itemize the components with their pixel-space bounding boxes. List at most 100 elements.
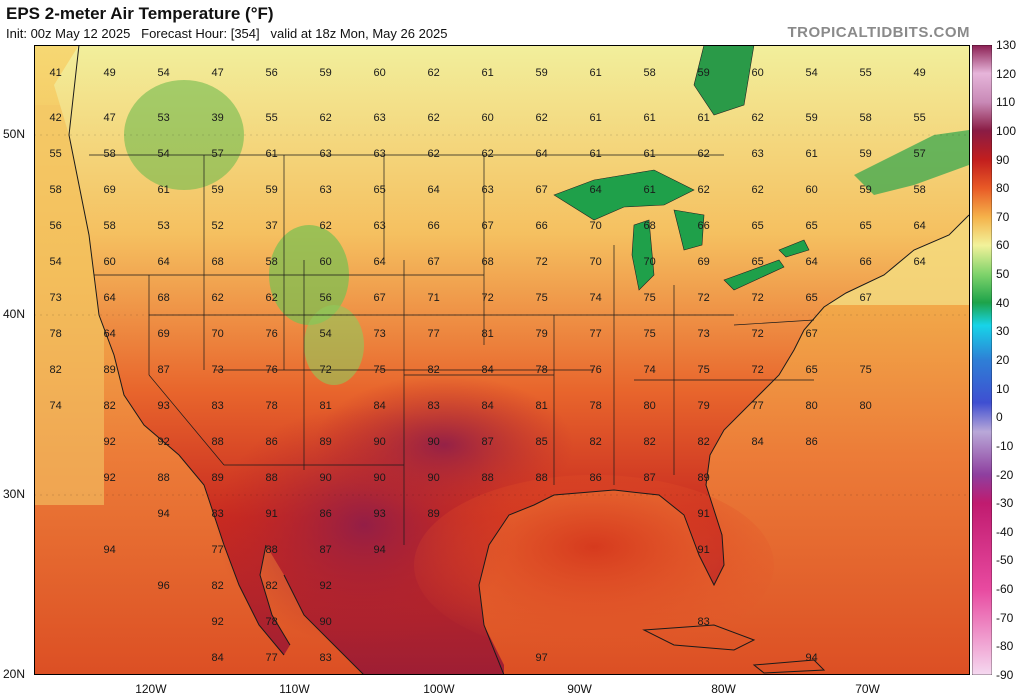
temp-value: 72: [481, 292, 493, 304]
temp-value: 63: [319, 184, 331, 196]
temp-value: 63: [481, 184, 493, 196]
temp-value: 83: [211, 508, 223, 520]
temp-value: 90: [319, 616, 331, 628]
temp-value: 83: [697, 616, 709, 628]
temp-value: 75: [535, 292, 547, 304]
lat-tick-label: 40N: [3, 307, 26, 321]
temp-value: 61: [589, 112, 601, 124]
temp-value: 88: [481, 472, 493, 484]
temp-value: 78: [589, 400, 601, 412]
temp-value: 97: [535, 652, 547, 664]
temp-value: 61: [643, 148, 655, 160]
colorbar-tick-label: 130: [996, 38, 1017, 52]
temp-value: 59: [859, 148, 871, 160]
temp-value: 59: [805, 112, 817, 124]
temp-value: 62: [319, 220, 331, 232]
st-lawrence-water: [854, 130, 969, 195]
temp-value: 58: [265, 256, 277, 268]
temp-value: 67: [805, 328, 817, 340]
temp-value: 93: [157, 400, 169, 412]
temperature-labels: 41 49 54 47 56 59 60 62 61 59 61 58 59 60 54 55 49 42 47 53…: [49, 67, 925, 664]
temp-value: 64: [535, 148, 547, 160]
temp-value: 52: [211, 220, 223, 232]
temp-value: 74: [589, 292, 601, 304]
temp-value: 61: [697, 112, 709, 124]
temp-value: 55: [49, 148, 61, 160]
temp-value: 65: [751, 220, 763, 232]
temp-value: 49: [103, 67, 115, 79]
colorbar-tick-label: 40: [996, 295, 1010, 310]
temp-value: 58: [103, 220, 115, 232]
colorbar-tick-label: -80: [996, 639, 1014, 654]
temp-value: 54: [319, 328, 331, 340]
temp-value: 63: [373, 112, 385, 124]
temp-value: 61: [481, 67, 493, 79]
map-frame: [34, 45, 970, 675]
temp-value: 65: [805, 220, 817, 232]
temp-value: 67: [427, 256, 439, 268]
temp-value: 78: [265, 616, 277, 628]
temp-value: 69: [157, 328, 169, 340]
temp-value: 39: [211, 112, 223, 124]
colorbar-tick-label: 30: [996, 324, 1010, 339]
temp-value: 73: [373, 328, 385, 340]
temp-value: 89: [319, 436, 331, 448]
temp-value: 80: [643, 400, 655, 412]
temp-value: 53: [157, 112, 169, 124]
temp-value: 92: [211, 616, 223, 628]
temp-value: 84: [373, 400, 385, 412]
temp-value: 61: [265, 148, 277, 160]
temp-value: 76: [589, 364, 601, 376]
temp-value: 90: [373, 472, 385, 484]
colorbar-tick-label: 70: [996, 209, 1010, 224]
temp-value: 77: [589, 328, 601, 340]
temp-value: 73: [697, 328, 709, 340]
temp-value: 86: [805, 436, 817, 448]
colorbar-tick-label: -60: [996, 582, 1014, 597]
temp-value: 37: [265, 220, 277, 232]
temp-value: 82: [643, 436, 655, 448]
colorbar-tick-label: 90: [996, 152, 1010, 167]
temp-value: 70: [211, 328, 223, 340]
temp-value: 84: [751, 436, 763, 448]
temp-value: 60: [319, 256, 331, 268]
temp-value: 62: [751, 112, 763, 124]
temp-value: 73: [49, 292, 61, 304]
temp-value: 91: [697, 508, 709, 520]
temp-value: 60: [481, 112, 493, 124]
temp-value: 82: [103, 400, 115, 412]
brand-watermark: TROPICALTIDBITS.COM: [787, 24, 970, 41]
colorbar-tick-label: -90: [996, 668, 1014, 682]
temp-value: 67: [481, 220, 493, 232]
colorbar-tick-label: -50: [996, 553, 1014, 568]
temp-value: 92: [103, 472, 115, 484]
temp-value: 70: [589, 256, 601, 268]
northwest-cool-zone: [124, 80, 244, 190]
temp-value: 87: [481, 436, 493, 448]
temp-value: 91: [697, 544, 709, 556]
temp-value: 60: [805, 184, 817, 196]
temp-value: 59: [265, 184, 277, 196]
temp-value: 69: [697, 256, 709, 268]
temp-value: 71: [427, 292, 439, 304]
colorbar-gradient: [972, 45, 992, 675]
temp-value: 60: [373, 67, 385, 79]
temp-value: 96: [157, 580, 169, 592]
temp-value: 82: [265, 580, 277, 592]
temp-value: 91: [265, 508, 277, 520]
temp-value: 61: [589, 67, 601, 79]
temp-value: 72: [751, 292, 763, 304]
temp-value: 54: [157, 67, 169, 79]
temp-value: 55: [265, 112, 277, 124]
coastline: [68, 45, 970, 675]
lat-tick-label: 20N: [3, 667, 26, 681]
temp-value: 58: [643, 67, 655, 79]
temp-value: 82: [49, 364, 61, 376]
lon-tick-label: 110W: [279, 682, 310, 696]
lon-tick-label: 70W: [855, 682, 880, 696]
temp-value: 88: [211, 436, 223, 448]
temp-value: 74: [643, 364, 655, 376]
temp-value: 87: [319, 544, 331, 556]
temp-value: 64: [157, 256, 169, 268]
temp-value: 94: [103, 544, 115, 556]
